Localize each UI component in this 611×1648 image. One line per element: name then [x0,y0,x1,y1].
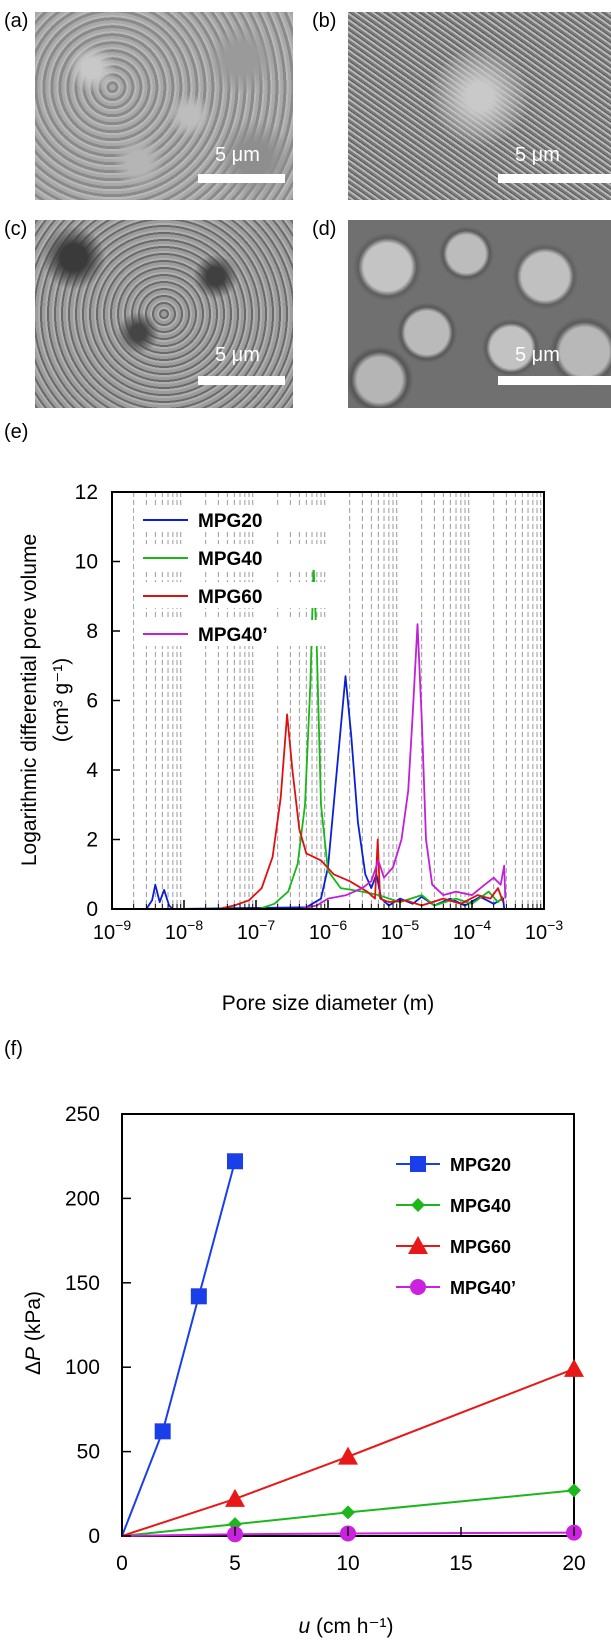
panel-label-f: (f) [4,1038,23,1060]
legend-label-f: MPG20 [450,1155,511,1175]
marker-square [410,1156,426,1172]
scale-label-a: 5 μm [215,144,260,166]
marker-triangle [338,1446,358,1465]
marker-triangle [408,1236,428,1254]
series-line-mpg40 [299,623,507,910]
sem-image-a: 5 μm [35,12,293,200]
y-tick-label-f: 150 [65,1272,100,1295]
series-line-f-mpg60 [121,1367,575,1537]
legend-label-e: MPG20 [198,511,262,532]
ylabel-e: Logarithmic differential pore volume [18,534,41,866]
legend-label-f: MPG60 [450,1237,511,1257]
marker-triangle [225,1488,245,1507]
y-tick-label-e: 10 [75,551,98,574]
marker-square [190,1288,207,1305]
pore-size-chart: 10−9 10−8 10−7 10−6 10−5 10−4 10−3 0 2 4 6 8 10 12 MP… [18,481,563,1015]
scale-bar-c [198,376,285,385]
marker-diamond [567,1483,581,1498]
legend-label-f: MPG40’ [450,1278,516,1298]
ylabel-f: ΔP (kPa) [22,1291,45,1375]
marker-square [154,1423,171,1440]
scale-label-c: 5 μm [215,344,260,366]
legend-label-e: MPG60 [198,587,262,608]
x-tick-label-e: 10−4 [453,917,491,944]
y-tick-label-f: 200 [65,1187,100,1210]
marker-diamond [411,1198,425,1212]
x-tick-label-e: 10−8 [165,917,203,944]
series-line-f-mpg40 [121,1489,575,1537]
marker-circle [410,1279,426,1295]
x-tick-label-f: 20 [562,1552,585,1575]
xlabel-f: u (cm h⁻¹) [298,1615,393,1638]
y-tick-label-e: 12 [75,481,98,504]
marker-diamond [341,1505,355,1520]
panel-label-a: (a) [4,10,29,32]
series-line-f-mpg20 [121,1161,236,1537]
series-line-mpg40 [146,564,504,910]
y-tick-label-f: 250 [65,1103,100,1126]
y-tick-label-e: 6 [86,690,98,713]
legend-label-e: MPG40’ [198,625,268,646]
x-tick-label-e: 10−9 [93,917,131,944]
y-tick-label-f: 0 [88,1525,100,1548]
legend-label-f: MPG40 [450,1196,511,1216]
y-tick-label-e: 2 [86,829,98,852]
x-tick-label-e: 10−5 [381,917,419,944]
y-tick-label-e: 0 [86,898,98,921]
scale-label-b: 5 μm [515,144,560,166]
y-tick-label-f: 50 [77,1441,100,1464]
series-line-mpg60 [218,713,504,910]
x-tick-label-f: 5 [229,1552,241,1575]
sem-image-c: 5 μm [35,220,293,408]
sem-image-d: 5 μm [348,220,611,408]
scale-bar-b [498,174,611,183]
scale-label-d: 5 μm [515,344,560,366]
x-tick-label-e: 10−7 [237,917,275,944]
panel-label-c: (c) [4,218,28,240]
x-tick-label-f: 15 [449,1552,472,1575]
scale-bar-a [198,174,285,183]
y-tick-label-f: 100 [65,1356,100,1379]
scale-bar-d [498,376,611,385]
sem-image-b: 5 μm [348,12,611,200]
legend-label-e: MPG40 [198,549,262,570]
y-tick-label-e: 8 [86,620,98,643]
x-tick-label-f: 0 [116,1552,128,1575]
panel-label-e: (e) [4,421,29,443]
x-tick-label-f: 10 [336,1552,359,1575]
ylabel-unit-e: (cm³ g⁻¹) [50,658,73,743]
panel-label-d: (d) [312,218,337,240]
plot-frame-f [121,1113,575,1537]
x-tick-label-e: 10−3 [525,917,563,944]
marker-triangle [564,1358,584,1377]
y-tick-label-e: 4 [86,759,98,782]
xlabel-e: Pore size diameter (m) [222,992,434,1015]
marker-square [227,1153,243,1170]
x-tick-label-e: 10−6 [309,917,347,944]
panel-label-b: (b) [312,10,337,32]
